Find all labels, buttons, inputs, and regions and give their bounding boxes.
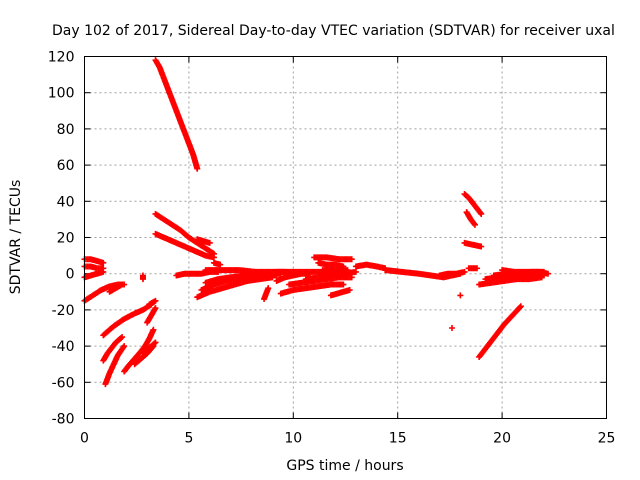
data-point	[478, 210, 485, 217]
data-point	[478, 243, 485, 250]
data-point	[461, 268, 468, 275]
y-tick-label: -20	[52, 303, 75, 319]
data-point	[100, 259, 107, 266]
series-arc-5	[106, 281, 126, 295]
series-arc-7	[100, 334, 126, 364]
series-arc-39	[457, 292, 464, 299]
data-point	[121, 343, 128, 350]
y-tick-label: -40	[52, 339, 75, 355]
data-point	[340, 281, 347, 288]
series-arc-44	[476, 303, 524, 360]
data-point	[457, 292, 464, 299]
series-arc-43	[465, 265, 481, 272]
data-point	[194, 165, 201, 172]
data-point	[471, 221, 478, 228]
data-point	[152, 305, 159, 312]
series-arc-3	[81, 268, 107, 281]
series-arc-17	[152, 230, 217, 261]
x-tick-labels: 0 5 10 15 20 25	[80, 431, 615, 447]
x-tick-label: 15	[389, 431, 407, 447]
data-point	[150, 326, 157, 333]
x-tick-label: 20	[493, 431, 511, 447]
series-arc-16	[152, 210, 217, 257]
series-arc-40	[461, 191, 485, 217]
series-arc-18	[194, 236, 213, 246]
data-point	[516, 304, 523, 311]
data-point	[100, 268, 107, 275]
data-point	[477, 209, 484, 216]
series-arc-38	[448, 325, 455, 331]
data-point	[352, 268, 359, 275]
series-arc-1	[81, 256, 107, 266]
data-point	[471, 220, 478, 227]
data-point	[344, 267, 351, 274]
data-point	[265, 285, 272, 292]
series-arc-11	[139, 339, 159, 357]
data-point	[474, 265, 481, 272]
y-tick-label: 20	[57, 231, 75, 247]
series-arc-27	[273, 270, 314, 284]
data-point	[119, 334, 126, 341]
data-point	[152, 339, 159, 346]
series-arc-34	[327, 286, 353, 299]
data-point	[217, 261, 224, 268]
series-arc-37	[436, 268, 468, 279]
series-arc-48	[499, 267, 552, 277]
series-arc-35	[352, 261, 389, 272]
data-point	[448, 325, 455, 331]
data-point	[348, 256, 355, 263]
y-tick-labels: -80 -60 -40 -20 0 20 40 60 80 100 120	[48, 50, 75, 428]
data-point	[119, 281, 126, 288]
x-tick-label: 0	[80, 431, 89, 447]
data-point	[210, 254, 217, 261]
chart-title: Day 102 of 2017, Sidereal Day-to-day VTE…	[52, 23, 615, 39]
data-point	[152, 297, 159, 304]
data-point	[346, 286, 353, 293]
series-arc-24	[210, 259, 224, 268]
series-arc-12	[144, 305, 159, 326]
series-arc-14	[139, 272, 146, 283]
y-tick-label: 120	[48, 50, 75, 66]
y-tick-label: 100	[48, 86, 75, 102]
data-points	[81, 57, 552, 388]
series-arc-32	[315, 259, 347, 270]
grid-lines	[84, 56, 607, 419]
data-point	[517, 303, 524, 310]
x-axis-label: GPS time / hours	[286, 458, 403, 474]
data-point	[118, 334, 125, 341]
series-arc-20	[194, 274, 276, 301]
y-tick-label: 40	[57, 194, 75, 210]
series-arc-31	[311, 254, 355, 263]
series-arc-41	[463, 209, 478, 228]
x-tick-label: 5	[184, 431, 193, 447]
data-point	[151, 340, 158, 347]
series-arc-15	[152, 57, 201, 172]
data-point	[139, 272, 146, 279]
y-tick-label: 60	[57, 158, 75, 174]
data-point	[545, 270, 552, 277]
y-axis-label: SDTVAR / TECUs	[8, 180, 24, 295]
plot-frame	[84, 56, 607, 419]
series-arc-13	[146, 297, 159, 308]
series-arc-28	[277, 281, 347, 297]
series-arc-33	[319, 267, 351, 274]
series-arc-8	[102, 343, 128, 388]
x-tick-label: 25	[598, 431, 616, 447]
x-tick-label: 10	[284, 431, 302, 447]
y-tick-label: 80	[57, 122, 75, 138]
series-arc-42	[461, 239, 485, 250]
y-tick-label: -60	[52, 375, 75, 391]
data-point	[206, 239, 213, 246]
y-tick-label: 0	[66, 267, 75, 283]
y-tick-label: -80	[52, 412, 75, 428]
series-arc-25	[261, 285, 272, 303]
